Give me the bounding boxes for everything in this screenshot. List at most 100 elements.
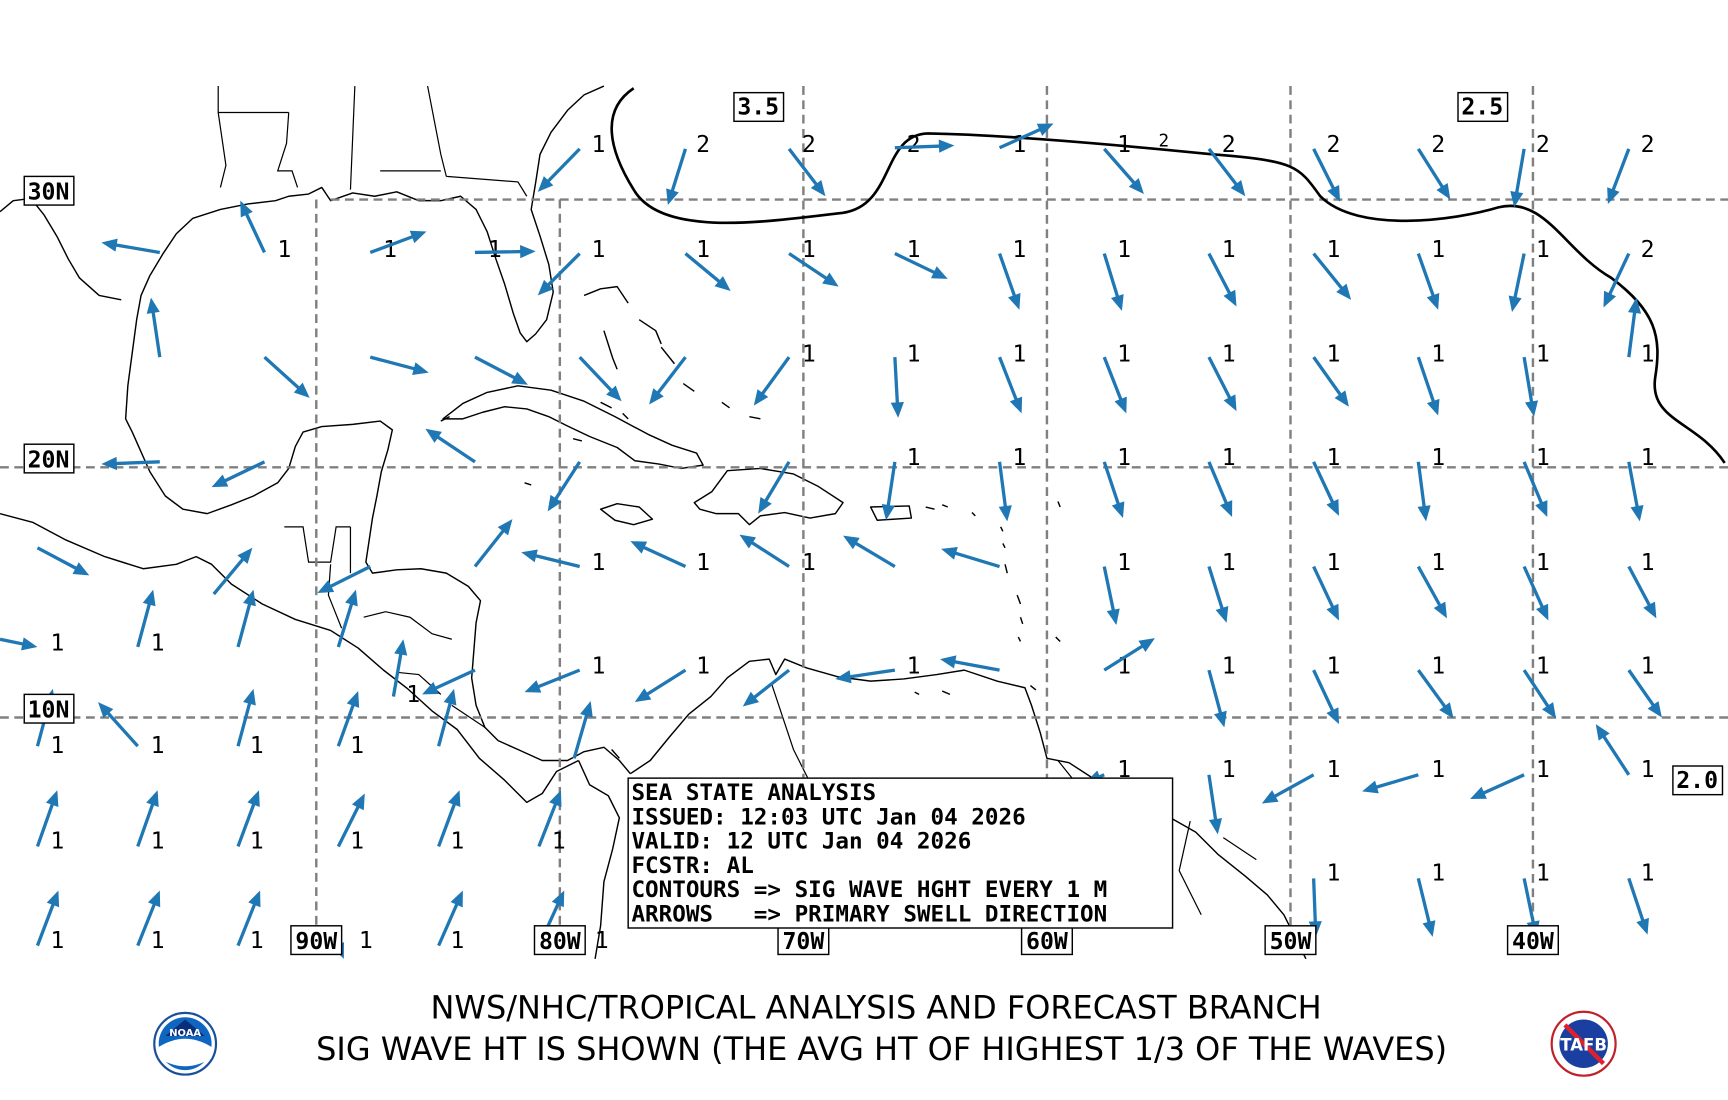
swell-arrow bbox=[98, 702, 139, 748]
wave-height-value: 1 bbox=[1536, 653, 1550, 679]
swell-arrow bbox=[572, 700, 593, 759]
lon-label-50w: 50W bbox=[1264, 925, 1317, 956]
island-jamaica bbox=[599, 502, 654, 526]
svg-text:10N: 10N bbox=[28, 698, 70, 724]
swell-arrow bbox=[1416, 878, 1436, 937]
info-title: SEA STATE ANALYSIS bbox=[631, 780, 876, 806]
swell-arrow bbox=[1207, 461, 1233, 517]
contour-label-2.0: 2.0 bbox=[1672, 765, 1724, 796]
swell-arrow bbox=[739, 534, 790, 568]
wave-height-value: 1 bbox=[488, 237, 502, 263]
svg-text:50W: 50W bbox=[1270, 929, 1312, 955]
contour-value: 2.5 bbox=[1461, 95, 1503, 121]
swell-arrow bbox=[524, 668, 581, 693]
wave-height-value: 1 bbox=[802, 550, 816, 576]
wave-height-value: 2 bbox=[696, 132, 710, 158]
swell-direction-arrows bbox=[0, 123, 1662, 959]
islands-bahamas bbox=[524, 285, 761, 486]
wave-height-value: 1 bbox=[50, 733, 64, 759]
swell-arrow bbox=[1207, 774, 1223, 835]
swell-arrow bbox=[0, 637, 38, 651]
wave-height-value: 1 bbox=[591, 550, 605, 576]
wave-height-value: 2 bbox=[802, 132, 816, 158]
swell-arrow bbox=[35, 890, 60, 947]
swell-arrow bbox=[997, 253, 1021, 310]
swell-arrow bbox=[1362, 773, 1419, 794]
wave-height-value: 1 bbox=[151, 733, 165, 759]
wave-height-value: 1 bbox=[696, 653, 710, 679]
wave-height-value: 1 bbox=[1222, 342, 1236, 368]
wave-height-value: 1 bbox=[151, 829, 165, 855]
island-hispaniola bbox=[693, 467, 844, 526]
swell-arrow bbox=[1522, 565, 1549, 621]
islands-lesser-antilles bbox=[914, 504, 1061, 696]
swell-arrow bbox=[894, 252, 948, 279]
swell-arrow bbox=[437, 890, 463, 947]
swell-arrow bbox=[1207, 252, 1237, 307]
wave-height-value: 1 bbox=[1222, 445, 1236, 471]
wave-height-value: 1 bbox=[1536, 757, 1550, 783]
wave-height-value: 1 bbox=[1327, 550, 1341, 576]
wave-height-contour bbox=[610, 87, 1726, 464]
swell-arrow bbox=[236, 790, 260, 848]
contour-label-3.5: 3.5 bbox=[733, 91, 785, 123]
wave-height-value: 1 bbox=[1012, 342, 1026, 368]
wave-height-value: 1 bbox=[1641, 861, 1655, 887]
coastline-south-america bbox=[629, 658, 1307, 960]
swell-arrow bbox=[211, 460, 266, 488]
swell-arrow bbox=[1522, 461, 1548, 517]
swell-arrow bbox=[537, 147, 581, 192]
wave-height-value: 1 bbox=[1222, 550, 1236, 576]
wave-height-value: 1 bbox=[1431, 861, 1445, 887]
lat-lon-grid bbox=[0, 86, 1728, 959]
swell-arrow bbox=[998, 356, 1023, 414]
contour-value: 3.5 bbox=[737, 95, 779, 121]
swell-arrow bbox=[1312, 461, 1339, 516]
wave-height-value: 1 bbox=[1536, 237, 1550, 263]
wave-height-value: 1 bbox=[1431, 757, 1445, 783]
swell-arrow bbox=[263, 355, 310, 398]
swell-arrow bbox=[997, 461, 1012, 522]
contour-value: 2.0 bbox=[1676, 768, 1718, 794]
wave-height-value: 1 bbox=[1641, 445, 1655, 471]
wave-height-value: 1 bbox=[250, 829, 264, 855]
wave-height-value: 1 bbox=[250, 733, 264, 759]
wave-height-value: 1 bbox=[907, 237, 921, 263]
wave-height-value: 1 bbox=[1536, 445, 1550, 471]
swell-arrow bbox=[369, 355, 429, 376]
swell-arrow bbox=[537, 252, 581, 296]
swell-arrow bbox=[1522, 669, 1557, 719]
swell-arrow bbox=[146, 297, 162, 358]
swell-arrow bbox=[1416, 253, 1440, 310]
wave-height-value: 1 bbox=[383, 237, 397, 263]
swell-arrow bbox=[1627, 669, 1662, 718]
swell-arrow bbox=[437, 790, 461, 848]
swell-arrow bbox=[391, 639, 408, 697]
state-borders bbox=[217, 85, 528, 197]
wave-height-value: 1 bbox=[1117, 550, 1131, 576]
swell-arrow bbox=[236, 890, 261, 947]
info-issued: ISSUED: 12:03 UTC Jan 04 2026 bbox=[631, 804, 1025, 830]
swell-arrow bbox=[1207, 566, 1229, 623]
wave-height-value: 1 bbox=[350, 829, 364, 855]
swell-arrow bbox=[547, 460, 582, 512]
swell-arrow bbox=[684, 252, 731, 292]
wave-height-value: 1 bbox=[591, 132, 605, 158]
wave-height-value: 1 bbox=[1431, 550, 1445, 576]
wave-height-value: 1 bbox=[1641, 653, 1655, 679]
footer-title-line1: NWS/NHC/TROPICAL ANALYSIS AND FORECAST B… bbox=[431, 988, 1322, 1026]
swell-arrow bbox=[578, 356, 622, 402]
swell-arrow bbox=[474, 245, 536, 259]
wave-height-value: 1 bbox=[1117, 342, 1131, 368]
swell-arrow bbox=[1508, 253, 1526, 312]
wave-height-value: 1 bbox=[50, 928, 64, 954]
swell-arrow bbox=[1416, 356, 1440, 416]
wave-height-value: 1 bbox=[696, 550, 710, 576]
swell-arrow bbox=[753, 356, 791, 406]
svg-text:TAFB: TAFB bbox=[1560, 1035, 1607, 1054]
swell-arrow bbox=[336, 793, 365, 848]
swell-arrow bbox=[998, 123, 1054, 150]
wave-height-value: 1 bbox=[591, 653, 605, 679]
coastline-mexico-gulf bbox=[124, 275, 631, 775]
swell-arrow bbox=[422, 668, 476, 695]
